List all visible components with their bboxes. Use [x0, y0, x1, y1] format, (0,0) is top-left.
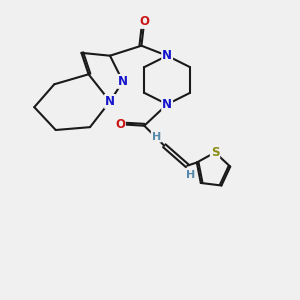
Text: H: H	[152, 132, 161, 142]
Text: N: N	[162, 98, 172, 111]
Text: S: S	[211, 146, 219, 159]
Text: O: O	[115, 118, 125, 131]
Text: O: O	[139, 15, 149, 28]
Text: H: H	[186, 170, 195, 180]
Text: N: N	[118, 75, 128, 88]
Text: N: N	[162, 49, 172, 62]
Text: N: N	[105, 95, 115, 108]
